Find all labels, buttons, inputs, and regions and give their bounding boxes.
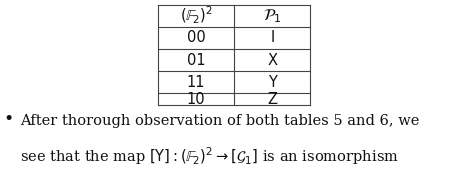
Text: 01: 01 xyxy=(187,53,205,68)
Text: I: I xyxy=(270,30,274,46)
Text: 11: 11 xyxy=(187,75,205,90)
Text: 00: 00 xyxy=(187,30,205,46)
Text: see that the map $[\Upsilon] : (\mathbb{F}_2)^2 \rightarrow [\mathcal{G}_1]$ is : see that the map $[\Upsilon] : (\mathbb{… xyxy=(20,145,399,167)
Text: $\mathcal{P}_1$: $\mathcal{P}_1$ xyxy=(263,7,282,25)
Text: Y: Y xyxy=(268,75,277,90)
Text: X: X xyxy=(267,53,277,68)
Text: 10: 10 xyxy=(187,92,205,107)
Text: After thorough observation of both tables 5 and 6, we: After thorough observation of both table… xyxy=(20,114,419,128)
Text: Z: Z xyxy=(267,92,277,107)
Text: •: • xyxy=(4,110,14,128)
Text: $(\mathbb{F}_2)^2$: $(\mathbb{F}_2)^2$ xyxy=(180,5,212,26)
